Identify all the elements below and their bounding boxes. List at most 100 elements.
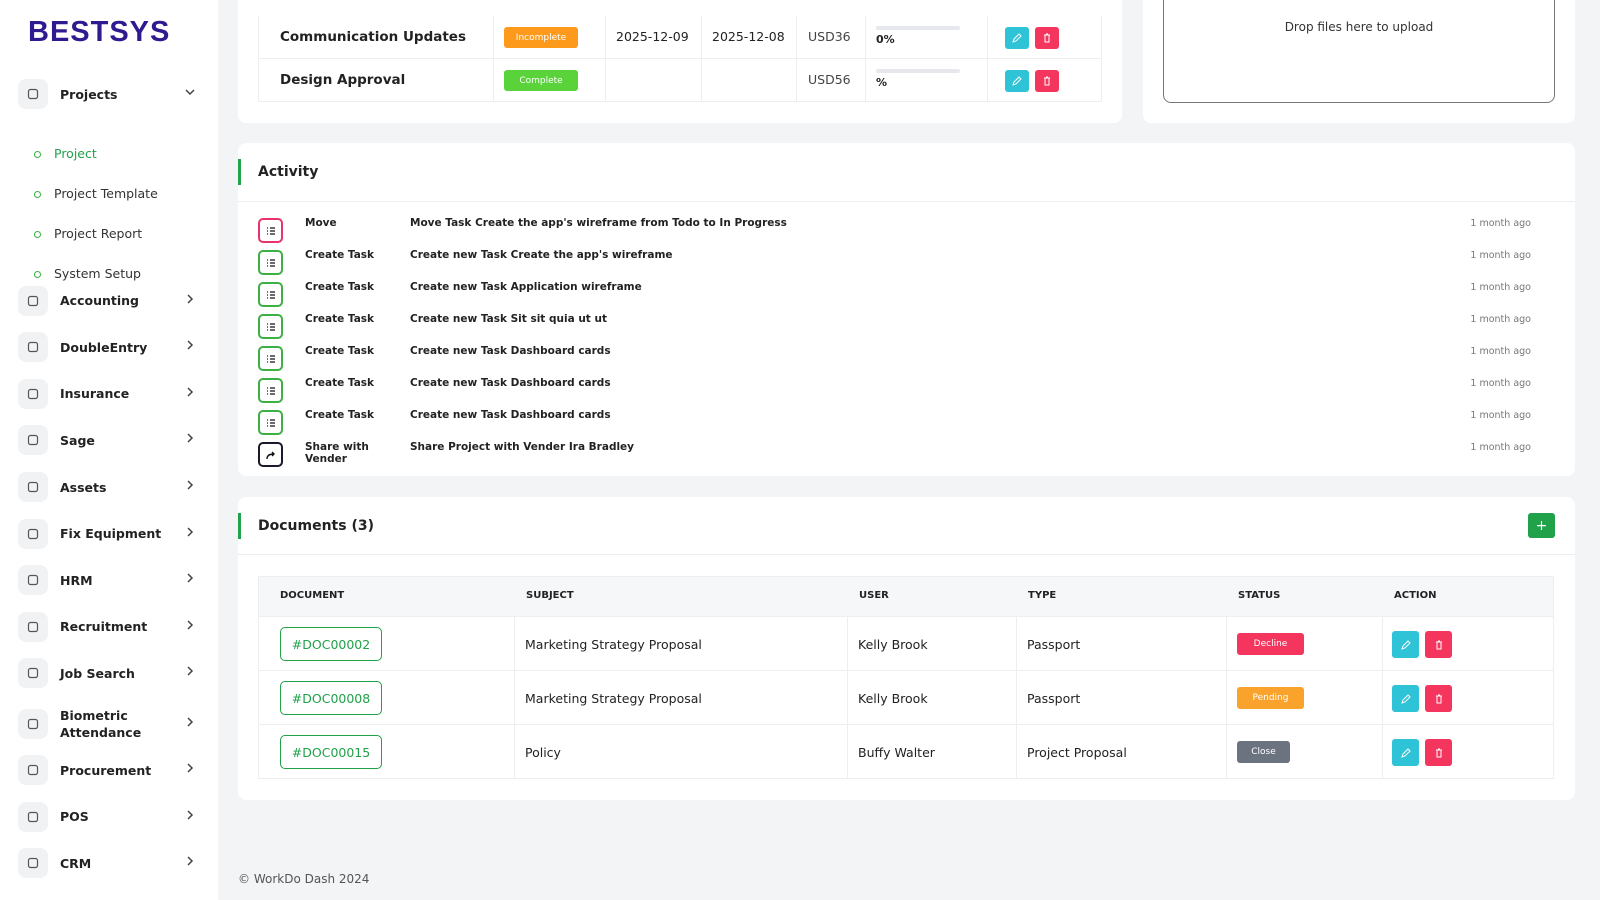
nav-icon xyxy=(18,472,48,502)
document-status: Close xyxy=(1237,741,1290,763)
document-link[interactable]: #DOC00002 xyxy=(280,627,382,661)
delete-button[interactable] xyxy=(1035,70,1059,92)
nav-label: Biometric Attendance xyxy=(60,708,142,740)
icon xyxy=(27,88,39,100)
activity-type: Create Task xyxy=(305,281,375,293)
nav-label: Projects xyxy=(60,86,118,102)
activity-icon xyxy=(258,410,283,435)
nav-label: Job Search xyxy=(60,665,135,681)
table-cell xyxy=(988,59,1102,102)
nav-chevron xyxy=(184,479,196,494)
document-subject: Marketing Strategy Proposal xyxy=(525,637,702,652)
nav-label: Insurance xyxy=(60,386,130,402)
accent-bar xyxy=(238,513,241,539)
nav-item[interactable]: Fix Equipment xyxy=(18,518,194,550)
activity-text: Create new Task Dashboard cards xyxy=(410,345,611,357)
icon xyxy=(1012,76,1022,86)
table-cell xyxy=(258,617,515,671)
nav-subitem[interactable]: Project Report xyxy=(33,225,143,241)
icon xyxy=(27,764,39,776)
icon xyxy=(266,258,275,267)
nav-chevron xyxy=(184,716,196,731)
activity-type: Create Task xyxy=(305,409,375,421)
nav-item[interactable]: DoubleEntry xyxy=(18,331,194,363)
activity-icon xyxy=(258,442,283,467)
activity-icon xyxy=(258,282,283,307)
table-cell xyxy=(258,671,515,725)
icon xyxy=(266,290,275,299)
nav-item[interactable]: Recruitment xyxy=(18,611,194,643)
activity-type: Share with Vender xyxy=(305,441,369,465)
document-link[interactable]: #DOC00015 xyxy=(280,735,382,769)
document-type: Passport xyxy=(1027,637,1081,652)
document-link[interactable]: #DOC00008 xyxy=(280,681,382,715)
nav-chevron xyxy=(184,432,196,447)
documents-title: Documents (3) xyxy=(258,518,374,534)
column-header: TYPE xyxy=(1028,590,1057,601)
nav-item[interactable]: Procurement xyxy=(18,754,194,786)
nav-label: HRM xyxy=(60,572,93,588)
edit-button[interactable] xyxy=(1392,685,1419,712)
nav-chevron xyxy=(184,809,196,824)
upload-card: Drop files here to upload xyxy=(1143,0,1575,123)
document-subject: Policy xyxy=(525,745,561,760)
activity-time: 1 month ago xyxy=(1470,442,1531,453)
icon xyxy=(187,387,194,397)
icon xyxy=(187,433,194,443)
icon xyxy=(187,666,194,676)
nav-chevron xyxy=(184,386,196,401)
edit-button[interactable] xyxy=(1005,70,1029,92)
icon xyxy=(266,354,275,363)
progress-track xyxy=(876,69,960,73)
icon xyxy=(1044,76,1050,86)
icon xyxy=(1400,639,1411,650)
icon xyxy=(27,528,39,539)
icon xyxy=(187,620,194,630)
nav-subitem[interactable]: System Setup xyxy=(34,265,141,281)
nav-item[interactable]: Assets xyxy=(18,471,196,503)
document-subject: Marketing Strategy Proposal xyxy=(525,691,702,706)
document-user: Kelly Brook xyxy=(858,637,928,652)
nav-item[interactable]: Job Search xyxy=(18,657,194,689)
icon xyxy=(1435,748,1442,757)
nav-item[interactable]: Accounting xyxy=(18,285,194,317)
table-header xyxy=(258,576,1554,617)
nav-item[interactable]: Sage xyxy=(18,424,196,456)
icon xyxy=(187,763,194,773)
edit-button[interactable] xyxy=(1392,631,1419,658)
nav-chevron xyxy=(184,572,196,587)
edit-button[interactable] xyxy=(1005,27,1029,49)
activity-type: Move xyxy=(305,217,337,229)
icon xyxy=(27,668,39,679)
edit-button[interactable] xyxy=(1392,739,1419,766)
table-cell xyxy=(1227,725,1383,779)
delete-button[interactable] xyxy=(1425,739,1452,766)
nav-item[interactable]: Biometric Attendance xyxy=(18,704,196,744)
dropzone[interactable]: Drop files here to upload xyxy=(1163,0,1555,103)
nav-item[interactable]: HRM xyxy=(18,564,196,596)
delete-button[interactable] xyxy=(1425,631,1452,658)
icon xyxy=(1435,694,1442,703)
nav-icon xyxy=(18,848,48,879)
divider xyxy=(238,554,1575,555)
activity-icon xyxy=(258,218,283,243)
delete-button[interactable] xyxy=(1425,685,1452,712)
nav-subitem[interactable]: Project Template xyxy=(34,185,158,201)
brand-logo[interactable]: BESTSYS xyxy=(28,16,171,48)
table-cell xyxy=(494,59,606,102)
nav-label: POS xyxy=(60,809,89,825)
documents-card: Documents (3) + DOCUMENT SUBJECT USER TYPE STA… xyxy=(238,497,1575,800)
nav-subitem[interactable]: Project xyxy=(34,145,97,161)
nav-item[interactable]: POS xyxy=(18,801,196,833)
add-button[interactable]: + xyxy=(1528,513,1555,538)
nav-item[interactable]: Insurance xyxy=(18,378,196,410)
nav-item[interactable]: CRM xyxy=(18,847,194,879)
task-status: Incomplete xyxy=(504,27,578,48)
column-header: STATUS xyxy=(1238,590,1281,601)
nav-label: Fix Equipment xyxy=(60,526,162,542)
nav-item[interactable]: Projects xyxy=(18,78,195,110)
delete-button[interactable] xyxy=(1035,27,1059,49)
nav-icon xyxy=(18,425,48,456)
document-user: Buffy Walter xyxy=(858,745,935,760)
